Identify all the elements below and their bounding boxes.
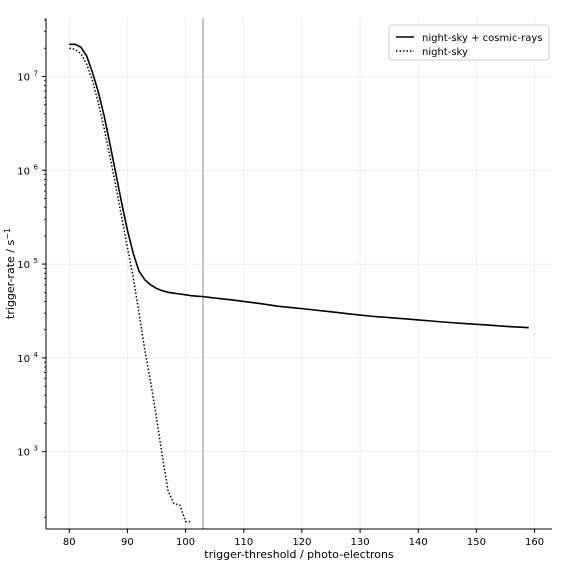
series-line-night-sky-cosmic-rays — [69, 43, 529, 329]
x-axis-label: trigger-threshold / photo-electrons — [204, 548, 394, 561]
x-tick-label: 150 — [467, 537, 486, 548]
y-tick-label-exponent: 4 — [34, 351, 39, 359]
y-tick-label-exponent: 6 — [34, 163, 39, 171]
series-line-night-sky — [69, 47, 192, 523]
x-tick-label: 130 — [351, 537, 370, 548]
y-tick-label-exponent: 5 — [34, 257, 38, 265]
x-tick-label: 140 — [409, 537, 428, 548]
x-tick-label: 160 — [525, 537, 544, 548]
grid — [46, 18, 552, 529]
y-tick-label: 10 — [17, 260, 30, 271]
x-tick-label: 120 — [292, 537, 311, 548]
y-tick-label-exponent: 7 — [34, 69, 38, 77]
y-axis-label: trigger-rate / s−1 — [3, 228, 18, 319]
x-tick-label: 80 — [63, 537, 76, 548]
series-layer — [69, 43, 529, 523]
x-tick-label: 100 — [176, 537, 195, 548]
legend-label: night-sky — [422, 47, 468, 58]
tick-labels: 80 90 100 110 120 130 140 150 160 10 3 10 4 10 5 10 6 10 7 — [17, 19, 544, 548]
y-tick-label: 10 — [17, 72, 30, 83]
y-tick-label: 10 — [17, 354, 30, 365]
legend: night-sky + cosmic-rays night-sky — [388, 24, 550, 61]
y-tick-label-exponent: 3 — [34, 445, 38, 453]
x-tick-label: 110 — [234, 537, 253, 548]
y-tick-label: 10 — [17, 448, 30, 459]
legend-box — [388, 24, 550, 61]
legend-label: night-sky + cosmic-rays — [422, 33, 542, 44]
x-tick-label: 90 — [121, 537, 134, 548]
y-tick-label: 10 — [17, 166, 30, 177]
y-axis-label-superscript: −1 — [3, 228, 12, 240]
